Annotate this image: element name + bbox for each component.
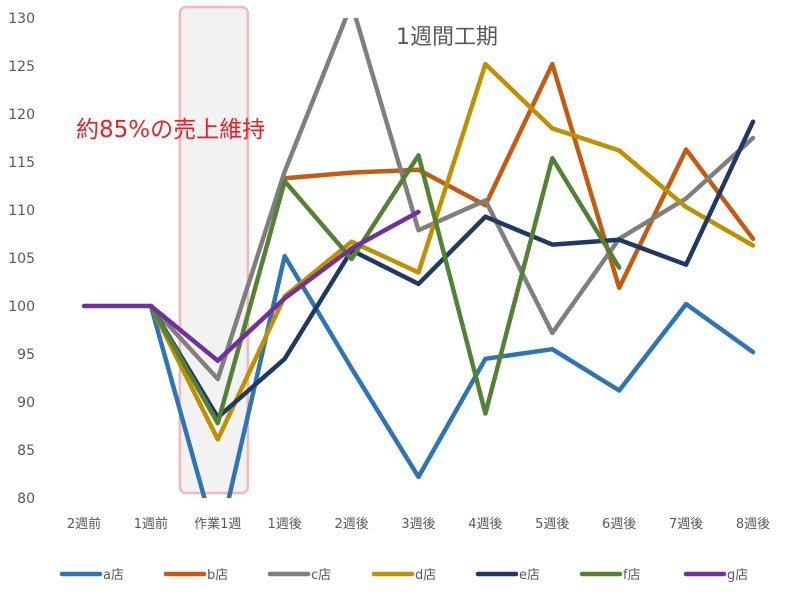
series-lines	[81, 18, 756, 498]
series-line-a	[148, 253, 756, 498]
legend-item[interactable]: d店	[371, 568, 436, 583]
series-line-f	[148, 153, 622, 426]
legend-item[interactable]: b店	[163, 568, 228, 583]
legend-item[interactable]: e店	[475, 568, 540, 583]
legend-item[interactable]: g店	[683, 568, 748, 583]
y-tick-label: 95	[17, 347, 35, 363]
legend-label: d店	[415, 568, 436, 583]
x-tick-label: 2週前	[67, 516, 101, 532]
legend-label: c店	[311, 568, 331, 583]
series-line-g	[81, 209, 421, 363]
legend-label: e店	[519, 568, 540, 583]
annotation-sales-retention: 約85%の売上維持	[76, 117, 265, 143]
y-tick-label: 115	[8, 155, 35, 171]
legend-item[interactable]: f店	[579, 568, 641, 583]
y-tick-label: 85	[17, 443, 35, 459]
legend-label: g店	[727, 568, 748, 583]
legend-label: a店	[103, 568, 124, 583]
y-tick-label: 100	[8, 299, 35, 315]
legend-item[interactable]: c店	[267, 568, 331, 583]
legend-label: b店	[207, 568, 228, 583]
y-tick-label: 90	[17, 395, 35, 411]
x-tick-label: 作業1週	[194, 516, 241, 532]
y-tick-label: 110	[8, 203, 35, 219]
y-axis: 80 85 90 95 100 105 110 115 120 125 130	[8, 11, 35, 507]
x-tick-label: 3週後	[401, 517, 435, 532]
y-tick-label: 120	[8, 107, 35, 123]
x-tick-label: 1週前	[134, 516, 168, 532]
annotation-construction-period: 1週間工期	[396, 25, 498, 50]
series-line-e	[148, 119, 756, 420]
x-tick-label: 4週後	[468, 517, 502, 532]
x-tick-label: 6週後	[602, 517, 636, 532]
x-tick-label: 8週後	[736, 517, 770, 532]
x-tick-label: 7週後	[669, 517, 703, 532]
y-tick-label: 80	[17, 491, 35, 507]
y-tick-label: 105	[8, 251, 35, 267]
legend[interactable]: a店 b店 c店 d店 e店 f店 g店	[59, 568, 748, 583]
y-tick-label: 125	[8, 59, 35, 75]
x-axis: 2週前 1週前 作業1週 1週後 2週後 3週後 4週後 5週後 6週後 7週後 8週後	[67, 516, 770, 532]
x-tick-label: 1週後	[268, 517, 302, 532]
x-tick-label: 5週後	[535, 517, 569, 532]
y-tick-label: 130	[8, 11, 35, 27]
series-line-d	[148, 61, 756, 442]
legend-item[interactable]: a店	[59, 568, 124, 583]
legend-label: f店	[623, 568, 641, 583]
series-line-c	[148, 18, 756, 382]
series-line-b	[282, 61, 756, 291]
x-tick-label: 2週後	[334, 517, 368, 532]
